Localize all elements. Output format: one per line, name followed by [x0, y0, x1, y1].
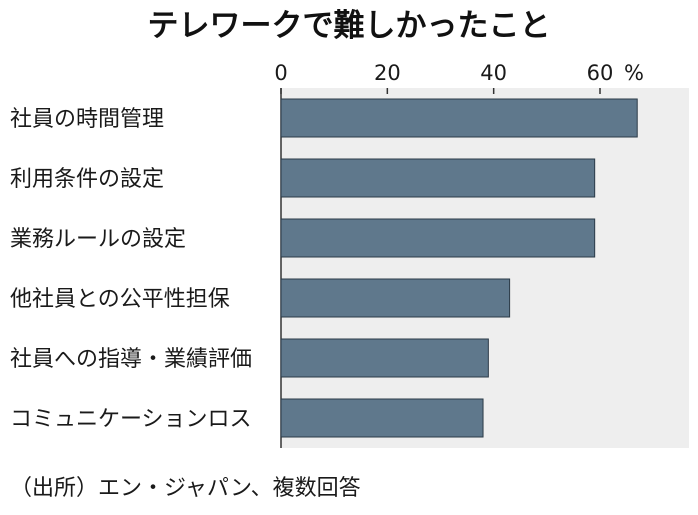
x-tick-label: 60: [587, 61, 614, 85]
category-label: コミュニケーションロス: [10, 407, 252, 432]
x-tick-labels: 0 20 40 60: [274, 61, 613, 85]
x-tick-label: 20: [374, 61, 401, 85]
chart-title: テレワークで難しかったこと: [148, 8, 551, 44]
category-label: 業務ルールの設定: [10, 227, 186, 252]
category-labels: 社員の時間管理利用条件の設定業務ルールの設定他社員との公平性担保社員への指導・業…: [10, 107, 252, 432]
bar: [280, 158, 596, 198]
x-unit-label: %: [624, 61, 644, 85]
bar: [280, 218, 596, 258]
bar: [280, 98, 638, 138]
plot-area: [280, 88, 689, 448]
category-label: 利用条件の設定: [10, 167, 164, 192]
category-label: 他社員との公平性担保: [10, 287, 230, 312]
bar: [280, 398, 484, 438]
plot-background: [281, 88, 689, 448]
x-tick-label: 0: [274, 61, 287, 85]
x-tick-label: 40: [480, 61, 507, 85]
bar: [280, 278, 511, 318]
source-note: （出所）エン・ジャパン、複数回答: [10, 476, 361, 501]
bar: [280, 338, 489, 378]
category-label: 社員への指導・業績評価: [10, 347, 252, 372]
category-label: 社員の時間管理: [10, 107, 164, 132]
